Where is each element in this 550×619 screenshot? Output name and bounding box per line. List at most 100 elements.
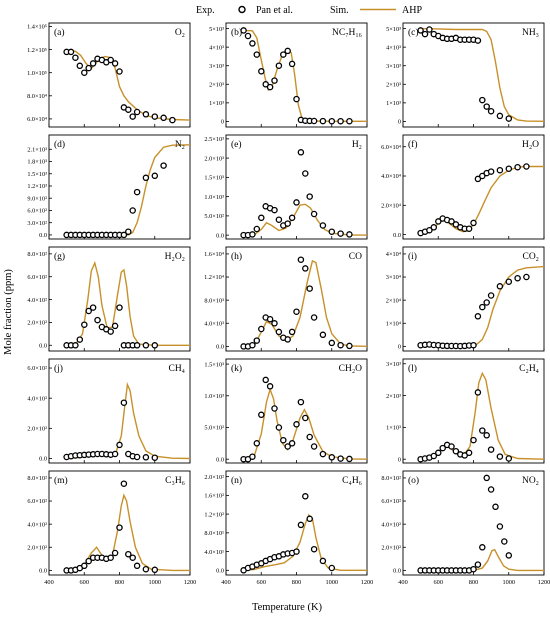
data-point <box>448 443 455 450</box>
data-point <box>496 112 504 120</box>
plot-frame <box>402 470 545 576</box>
panel-label: (n) <box>231 475 242 486</box>
y-tick-label: 0.0 <box>216 232 224 239</box>
panel-label: (a) <box>54 27 65 38</box>
data-point <box>94 316 101 324</box>
data-point <box>111 322 119 330</box>
species-label: NH₃ <box>522 28 539 38</box>
data-point <box>487 486 495 493</box>
y-tick-label: 2×10³ <box>386 81 401 88</box>
data-point <box>465 225 473 232</box>
y-tick-label: 0 <box>398 456 401 463</box>
y-tick-label: 2×10³ <box>386 393 401 400</box>
data-point <box>337 230 344 237</box>
data-point <box>470 436 477 444</box>
data-point <box>346 231 353 238</box>
data-point <box>120 480 128 487</box>
data-point <box>297 521 305 529</box>
y-tick-label: 0 <box>398 344 401 351</box>
data-point <box>310 545 318 553</box>
y-tick-label: 4.0×10² <box>27 297 47 304</box>
y-tick-label: 4.0×10⁴ <box>381 173 402 180</box>
y-tick-label: 0.0 <box>216 344 224 351</box>
y-tick-label: 4.0×10² <box>27 521 47 528</box>
y-tick-label: 1.5×10³ <box>27 171 47 178</box>
y-tick-label: 0.0 <box>393 568 401 575</box>
y-tick-label: 4×10⁴ <box>386 251 402 258</box>
data-point <box>306 285 313 292</box>
data-point <box>125 228 132 235</box>
species-label: C₄H₆ <box>342 476 362 486</box>
panel-label: (b) <box>231 27 242 38</box>
data-point <box>249 40 256 47</box>
data-point <box>319 222 327 229</box>
data-point <box>426 226 433 234</box>
y-tick-label: 0.0 <box>216 456 224 463</box>
x-tick-label: 1000 <box>502 579 515 586</box>
panel-n: 0.0 4.0×10¹ 8.0×10¹ 1.2×10² 1.6×10² 2.0×10² 40… <box>204 470 373 586</box>
data-point <box>483 103 490 110</box>
data-point <box>337 117 344 125</box>
y-tick-label: 1×10³ <box>386 100 401 107</box>
panel-a: 6.0×10⁴ 8.0×10⁴ 1.0×10⁵ 1.2×10⁵ 1.4×10⁵ (a) O₂ <box>27 22 191 128</box>
y-tick-label: 4.0×10³ <box>204 320 224 327</box>
species-label: H₂ <box>352 140 362 150</box>
y-tick-label: 3×10⁴ <box>386 274 402 281</box>
data-point <box>275 62 283 69</box>
data-point <box>142 111 150 118</box>
species-label: C₂H₄ <box>519 364 539 374</box>
data-point <box>266 83 274 91</box>
data-point <box>496 283 504 290</box>
data-point <box>288 440 296 447</box>
panel-c: 0 1×10³ 2×10³ 3×10³ 4×10³ 5×10³ (c) NH₃ <box>386 22 545 128</box>
data-point <box>293 95 300 103</box>
data-point <box>142 454 150 461</box>
data-point <box>262 81 269 88</box>
data-point <box>479 544 486 551</box>
data-point <box>240 27 247 34</box>
y-tick-label: 0.0 <box>39 342 47 349</box>
y-tick-label: 0.0 <box>39 568 47 575</box>
data-point <box>142 174 150 182</box>
data-point <box>288 214 296 222</box>
data-point <box>81 69 88 76</box>
data-point <box>85 307 92 315</box>
y-tick-label: 1.6×10² <box>204 493 224 500</box>
y-tick-label: 1.6×10⁴ <box>204 251 225 258</box>
y-tick-label: 4.0×10² <box>27 395 47 402</box>
data-point <box>479 427 486 434</box>
data-point <box>258 68 265 75</box>
sim-line <box>420 27 544 122</box>
y-tick-label: 2.0×10² <box>381 544 401 551</box>
y-tick-label: 1.5×10³ <box>204 361 224 368</box>
y-tick-label: 1×10³ <box>386 425 401 432</box>
sim-line <box>420 371 544 460</box>
y-tick-label: 1.2×10⁵ <box>27 47 47 54</box>
data-point <box>514 274 521 282</box>
panel-label: (m) <box>54 475 68 486</box>
y-tick-label: 5×10³ <box>386 26 401 33</box>
data-point <box>487 107 495 115</box>
y-tick-label: 0 <box>398 119 401 126</box>
data-point <box>271 320 278 327</box>
data-point <box>116 304 123 311</box>
y-tick-label: 2.5×10³ <box>204 136 224 143</box>
species-label: CH₄ <box>168 364 185 374</box>
data-point <box>107 328 114 335</box>
data-point <box>275 216 283 223</box>
data-point <box>492 503 499 511</box>
data-point <box>160 114 167 122</box>
data-point <box>129 554 136 561</box>
y-tick-label: 2.1×10³ <box>27 146 47 153</box>
y-tick-label: 5.0×10² <box>204 425 224 432</box>
data-point <box>288 328 296 336</box>
data-point <box>474 175 482 183</box>
y-tick-label: 2×10³ <box>209 81 224 88</box>
panel-label: (d) <box>54 139 65 150</box>
panel-label: (g) <box>54 251 65 262</box>
data-point <box>430 224 438 231</box>
legend-pan-label: Pan et al. <box>256 5 293 16</box>
y-tick-label: 1.4×10⁵ <box>27 24 47 31</box>
data-point <box>448 218 455 225</box>
